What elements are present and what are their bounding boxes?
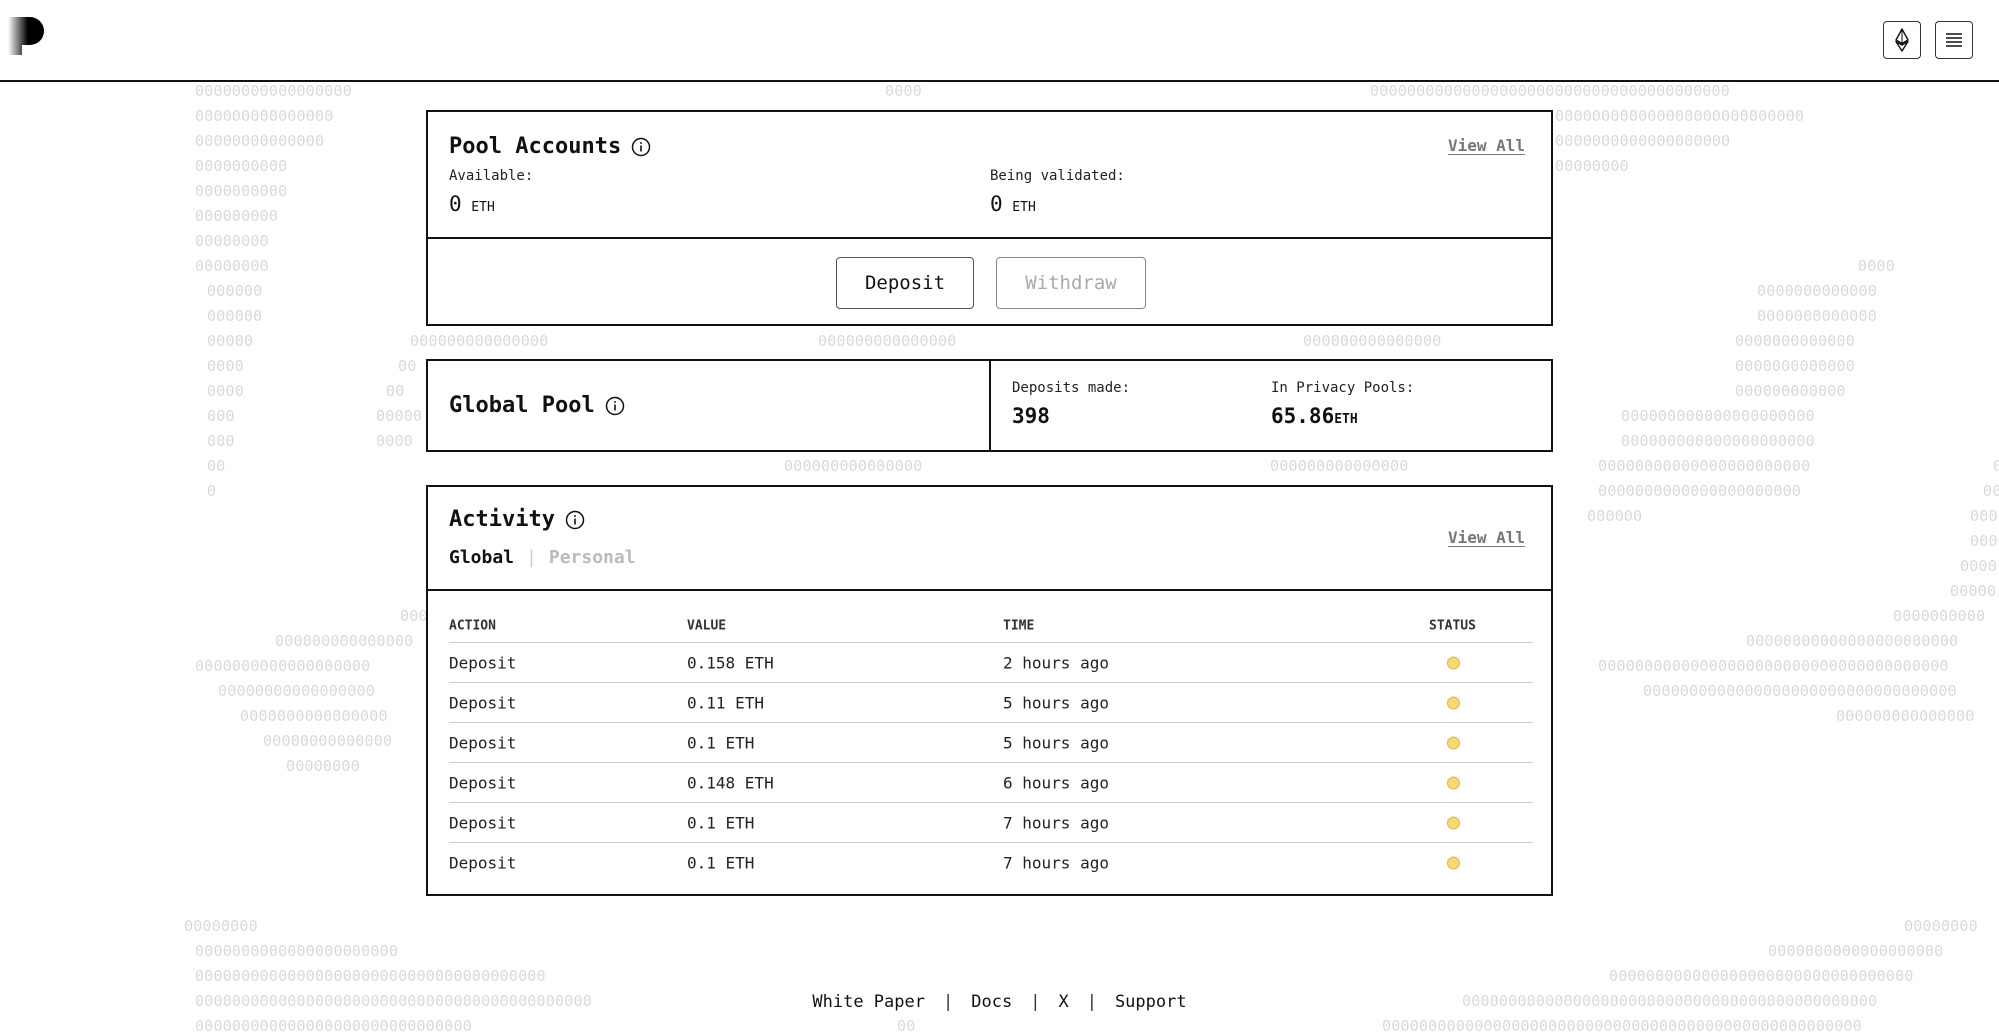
privacy-pools-logo-icon[interactable] bbox=[8, 17, 48, 57]
footer-links: White Paper | Docs | X | Support bbox=[0, 992, 1999, 1012]
column-header-time: TIME bbox=[1003, 618, 1035, 633]
row-value: 0.1 ETH bbox=[687, 813, 755, 832]
row-value: 0.1 ETH bbox=[687, 853, 755, 873]
status-pending-dot-icon bbox=[1447, 856, 1460, 870]
info-icon[interactable] bbox=[631, 137, 651, 157]
being-validated-stat: Being validated: 0 ETH bbox=[990, 168, 1125, 216]
top-header bbox=[0, 0, 1999, 82]
row-action: Deposit bbox=[449, 733, 517, 752]
row-value: 0.11 ETH bbox=[687, 693, 765, 712]
ethereum-icon bbox=[1895, 28, 1909, 52]
being-validated-unit: ETH bbox=[1012, 200, 1036, 215]
column-header-value: VALUE bbox=[687, 618, 727, 633]
table-row[interactable]: Deposit 0.158 ETH 2 hours ago bbox=[449, 643, 1533, 683]
menu-button[interactable] bbox=[1935, 21, 1973, 59]
available-label: Available: bbox=[449, 168, 534, 184]
deposits-made-label: Deposits made: bbox=[1012, 380, 1131, 396]
row-action: Deposit bbox=[449, 653, 517, 672]
row-time: 2 hours ago bbox=[1003, 653, 1109, 672]
row-value: 0.1 ETH bbox=[687, 733, 755, 752]
available-unit: ETH bbox=[471, 200, 495, 215]
pool-accounts-heading: Pool Accounts bbox=[449, 134, 651, 159]
network-selector-button[interactable] bbox=[1883, 21, 1921, 59]
being-validated-label: Being validated: bbox=[990, 168, 1125, 184]
status-pending-dot-icon bbox=[1447, 656, 1460, 669]
tab-separator: | bbox=[526, 547, 537, 568]
column-header-status: STATUS bbox=[1429, 618, 1476, 633]
row-action: Deposit bbox=[449, 813, 517, 832]
deposit-button[interactable]: Deposit bbox=[836, 257, 974, 309]
table-row[interactable]: Deposit 0.148 ETH 6 hours ago bbox=[449, 763, 1533, 803]
white-paper-link[interactable]: White Paper bbox=[808, 992, 929, 1012]
available-value: 0 bbox=[449, 192, 462, 216]
info-icon[interactable] bbox=[565, 510, 585, 530]
row-time: 7 hours ago bbox=[1003, 813, 1109, 832]
pool-accounts-view-all-link[interactable]: View All bbox=[1447, 136, 1525, 155]
global-pool-card: Global Pool Deposits made: 398 In Privac… bbox=[426, 359, 1553, 452]
docs-link[interactable]: Docs bbox=[967, 992, 1017, 1012]
footer-separator: | bbox=[1072, 992, 1111, 1012]
activity-card: Activity Global | Personal View All ACTI… bbox=[426, 485, 1553, 896]
available-stat: Available: 0 ETH bbox=[449, 168, 533, 216]
global-pool-heading: Global Pool bbox=[449, 393, 625, 418]
divider bbox=[428, 589, 1551, 591]
being-validated-value: 0 bbox=[990, 192, 1003, 216]
support-link[interactable]: Support bbox=[1110, 992, 1191, 1012]
global-pool-title: Global Pool bbox=[449, 393, 595, 418]
status-pending-dot-icon bbox=[1447, 816, 1460, 829]
in-privacy-pools-stat: In Privacy Pools: 65.86ETH bbox=[1271, 380, 1414, 428]
x-link[interactable]: X bbox=[1054, 992, 1073, 1012]
in-privacy-pools-value: 65.86 bbox=[1271, 404, 1335, 428]
pool-accounts-card: Pool Accounts View All Available: 0 ETH … bbox=[426, 110, 1553, 326]
footer-separator: | bbox=[1016, 992, 1055, 1012]
status-pending-dot-icon bbox=[1447, 736, 1460, 749]
tab-personal[interactable]: Personal bbox=[548, 547, 636, 568]
divider bbox=[428, 237, 1551, 239]
table-header-row: ACTION VALUE TIME STATUS bbox=[449, 609, 1533, 643]
row-value: 0.158 ETH bbox=[687, 653, 774, 672]
table-row[interactable]: Deposit 0.1 ETH 7 hours ago bbox=[449, 843, 1533, 883]
in-privacy-pools-unit: ETH bbox=[1334, 412, 1358, 427]
menu-icon bbox=[1946, 33, 1962, 47]
divider bbox=[989, 361, 991, 450]
activity-tabs: Global | Personal bbox=[449, 547, 636, 568]
deposits-made-stat: Deposits made: 398 bbox=[1012, 380, 1130, 428]
info-icon[interactable] bbox=[605, 396, 625, 416]
column-header-action: ACTION bbox=[449, 618, 496, 633]
table-row[interactable]: Deposit 0.11 ETH 5 hours ago bbox=[449, 683, 1533, 723]
row-time: 5 hours ago bbox=[1003, 693, 1109, 712]
in-privacy-pools-label: In Privacy Pools: bbox=[1271, 380, 1415, 396]
row-action: Deposit bbox=[449, 853, 517, 873]
pool-accounts-title: Pool Accounts bbox=[449, 134, 622, 159]
status-pending-dot-icon bbox=[1447, 776, 1460, 789]
activity-heading: Activity bbox=[449, 507, 585, 532]
tab-global[interactable]: Global bbox=[449, 547, 515, 568]
row-action: Deposit bbox=[449, 773, 517, 792]
activity-title: Activity bbox=[449, 507, 555, 532]
table-row[interactable]: Deposit 0.1 ETH 7 hours ago bbox=[449, 803, 1533, 843]
row-value: 0.148 ETH bbox=[687, 773, 774, 792]
status-pending-dot-icon bbox=[1447, 696, 1460, 709]
table-row[interactable]: Deposit 0.1 ETH 5 hours ago bbox=[449, 723, 1533, 763]
activity-table: ACTION VALUE TIME STATUS Deposit 0.158 E… bbox=[449, 609, 1533, 883]
deposits-made-value: 398 bbox=[1012, 404, 1050, 428]
withdraw-button[interactable]: Withdraw bbox=[996, 257, 1146, 309]
background-zero-pattern: 00000000000000000 000000000000000 000000… bbox=[184, 82, 1999, 1034]
row-time: 5 hours ago bbox=[1003, 733, 1109, 752]
row-time: 6 hours ago bbox=[1003, 773, 1109, 792]
footer-separator: | bbox=[928, 992, 968, 1012]
row-time: 7 hours ago bbox=[1003, 853, 1109, 873]
activity-view-all-link[interactable]: View All bbox=[1447, 528, 1525, 547]
row-action: Deposit bbox=[449, 693, 517, 712]
